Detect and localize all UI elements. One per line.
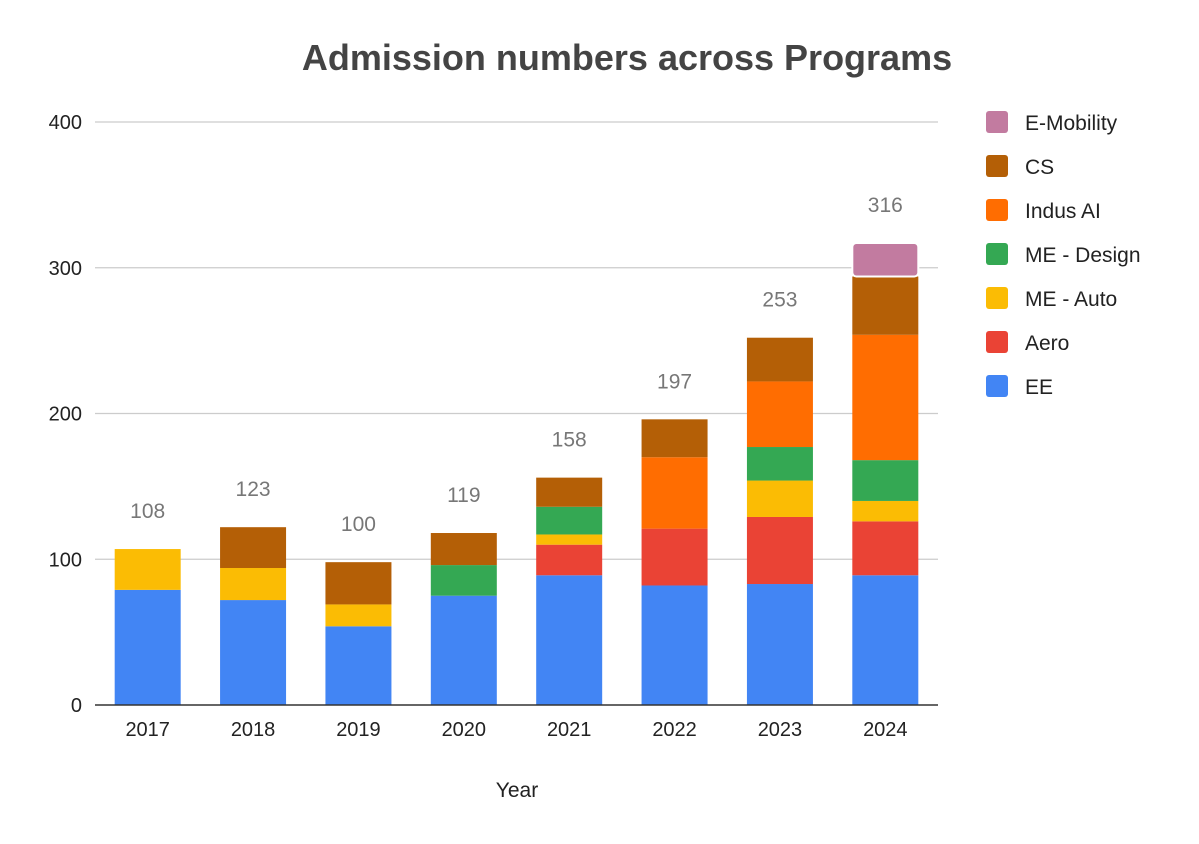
bar-segment-cs-2021 <box>536 477 603 507</box>
legend-label: E-Mobility <box>1025 112 1118 135</box>
bar-segment-ee-2024 <box>852 575 919 705</box>
legend-swatch <box>986 155 1008 177</box>
bar-segment-cs-2022 <box>641 419 708 458</box>
legend-label: EE <box>1025 376 1053 399</box>
total-label: 253 <box>762 289 797 312</box>
bars-layer <box>114 241 920 705</box>
bar-segment-me-design-2024 <box>852 460 919 501</box>
bar-segment-me-auto-2017 <box>114 549 181 590</box>
legend-swatch <box>986 199 1008 221</box>
bar-stack-2019 <box>325 562 392 705</box>
bar-segment-me-design-2020 <box>430 565 497 596</box>
bar-segment-cs-2020 <box>430 533 497 566</box>
x-tick-label: 2018 <box>231 719 276 741</box>
bar-stack-2022 <box>641 419 708 705</box>
bar-stack-2023 <box>746 337 813 705</box>
bar-stack-2020 <box>430 533 497 705</box>
bar-segment-ee-2020 <box>430 595 497 705</box>
bar-stack-2024 <box>851 241 920 705</box>
bar-segment-cs-2019 <box>325 562 392 605</box>
legend-swatch <box>986 111 1008 133</box>
bar-segment-indus-ai-2024 <box>852 334 919 461</box>
bar-segment-me-auto-2023 <box>746 480 813 517</box>
legend-label: CS <box>1025 156 1054 179</box>
bar-segment-me-auto-2024 <box>852 500 919 522</box>
bar-segment-me-design-2023 <box>746 447 813 481</box>
bar-segment-aero-2021 <box>536 544 603 576</box>
bar-segment-aero-2023 <box>746 516 813 585</box>
x-axis-title: Year <box>496 779 538 802</box>
total-label: 108 <box>130 500 165 523</box>
legend-item: EE <box>986 375 1053 399</box>
bar-stack-2018 <box>220 527 287 705</box>
x-tick-label: 2020 <box>442 719 487 741</box>
chart-title: Admission numbers across Programs <box>302 37 952 78</box>
bar-segment-e-mobility-2024 <box>851 241 920 278</box>
bar-segment-ee-2018 <box>220 600 287 705</box>
legend-label: ME - Auto <box>1025 288 1117 311</box>
legend-item: CS <box>986 155 1054 179</box>
legend-label: ME - Design <box>1025 244 1141 267</box>
x-tick-label: 2019 <box>336 719 381 741</box>
bar-segment-ee-2022 <box>641 585 708 705</box>
x-tick-label: 2023 <box>758 719 803 741</box>
total-label: 197 <box>657 370 692 393</box>
total-label: 158 <box>552 429 587 452</box>
bar-stack-2017 <box>114 549 181 705</box>
bar-segment-ee-2021 <box>536 575 603 705</box>
bar-segment-aero-2024 <box>852 521 919 576</box>
y-tick-label: 300 <box>49 258 82 280</box>
legend-swatch <box>986 243 1008 265</box>
total-label: 100 <box>341 513 376 536</box>
bar-segment-aero-2022 <box>641 528 708 586</box>
x-tick-label: 2021 <box>547 719 592 741</box>
legend-swatch <box>986 331 1008 353</box>
x-axis-ticks: 2017 2018 2019 2020 2021 2022 2023 2024 <box>125 719 907 741</box>
legend-item: ME - Design <box>986 243 1141 267</box>
x-tick-label: 2017 <box>125 719 170 741</box>
bar-segment-cs-2018 <box>220 527 287 568</box>
bar-segment-cs-2024 <box>852 276 919 335</box>
bar-segment-ee-2023 <box>746 584 813 705</box>
bar-stack-2021 <box>536 477 603 705</box>
legend-item: E-Mobility <box>986 111 1118 135</box>
total-label: 123 <box>236 478 271 501</box>
bar-segment-ee-2017 <box>114 589 181 705</box>
x-tick-label: 2024 <box>863 719 908 741</box>
legend-item: Aero <box>986 331 1069 355</box>
bar-segment-cs-2023 <box>746 337 813 382</box>
bar-segment-me-auto-2021 <box>536 534 603 545</box>
bar-segment-ee-2019 <box>325 626 392 705</box>
legend-swatch <box>986 287 1008 309</box>
legend-item: ME - Auto <box>986 287 1117 311</box>
legend: E-Mobility CS Indus AI ME - Design ME - Auto… <box>986 111 1141 399</box>
y-axis-ticks: 0 100 200 300 400 <box>49 112 82 717</box>
bar-segment-me-auto-2019 <box>325 604 392 627</box>
y-tick-label: 200 <box>49 404 82 426</box>
legend-label: Indus AI <box>1025 200 1101 223</box>
y-tick-label: 100 <box>49 549 82 571</box>
legend-swatch <box>986 375 1008 397</box>
x-tick-label: 2022 <box>652 719 697 741</box>
bar-segment-indus-ai-2023 <box>746 381 813 448</box>
total-label: 316 <box>868 194 903 217</box>
bar-segment-me-auto-2018 <box>220 567 287 601</box>
y-tick-label: 0 <box>71 695 82 717</box>
total-labels: 108 123 100 119 158 197 253 316 <box>130 194 903 536</box>
bar-segment-indus-ai-2022 <box>641 457 708 529</box>
legend-item: Indus AI <box>986 199 1101 223</box>
bar-segment-me-design-2021 <box>536 506 603 535</box>
total-label: 119 <box>447 484 480 507</box>
legend-label: Aero <box>1025 332 1069 355</box>
y-tick-label: 400 <box>49 112 82 134</box>
